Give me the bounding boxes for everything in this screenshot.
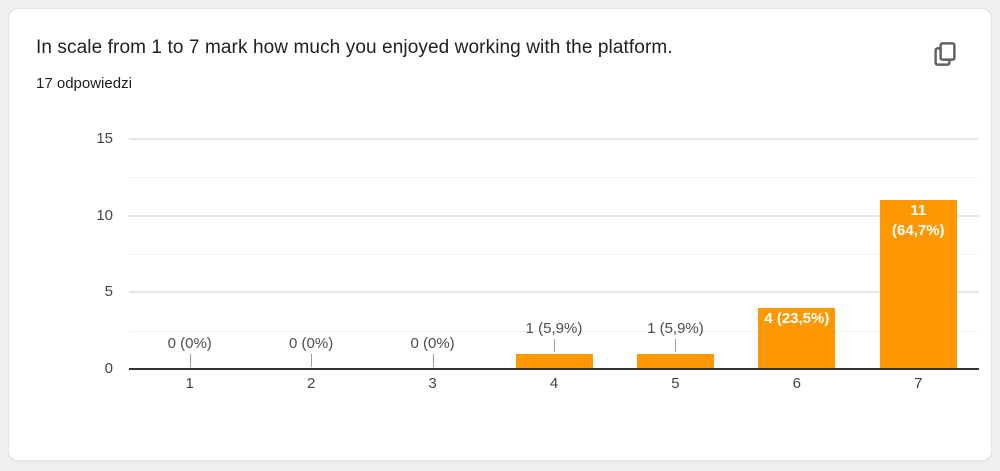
x-axis-tick-label: 2 xyxy=(306,375,316,392)
bar-value-label: 1 (5,9%) xyxy=(647,319,704,337)
x-axis-tick-label: 7 xyxy=(914,375,923,392)
annotation-stem xyxy=(189,354,191,367)
copy-icon xyxy=(934,42,956,66)
y-axis-tick-label: 0 xyxy=(104,360,113,377)
bar xyxy=(758,307,836,369)
annotation-stem xyxy=(311,354,313,367)
minor-gridline xyxy=(129,177,979,179)
bar-chart: 0 5 10 15 0 (0%) 1 0 (0%) 2 0 (0%) 3 1 (5,9%) 4 1 (5… xyxy=(9,9,993,462)
bar-value-label: 4 (23,5%) xyxy=(764,309,830,327)
annotation-stem xyxy=(432,354,434,367)
minor-gridline xyxy=(129,254,979,255)
x-axis-baseline xyxy=(129,368,979,370)
x-axis-tick-label: 5 xyxy=(671,375,680,392)
major-gridline xyxy=(129,291,979,294)
bar-value-label: 0 (0%) xyxy=(410,335,455,352)
major-gridline xyxy=(129,138,979,140)
bar-value-label: 1 (5,9%) xyxy=(525,319,583,337)
copy-button[interactable] xyxy=(928,37,962,71)
bar-value-label: 11 (64,7%) xyxy=(892,202,945,240)
responses-count: 17 odpowiedzi xyxy=(36,75,132,92)
question-summary-card: In scale from 1 to 7 mark how much you e… xyxy=(8,8,992,461)
annotation-stem xyxy=(675,338,677,352)
x-axis-tick-label: 1 xyxy=(185,375,194,392)
bar-value-label: 0 (0%) xyxy=(289,335,334,352)
y-axis-tick-label: 5 xyxy=(104,283,113,301)
bar-value-label: 0 (0%) xyxy=(167,335,212,352)
x-axis-tick-label: 3 xyxy=(428,375,437,392)
bar xyxy=(636,353,714,369)
bar xyxy=(879,200,957,369)
annotation-stem xyxy=(554,338,555,352)
x-axis-tick-label: 6 xyxy=(792,375,802,392)
bar xyxy=(515,353,593,369)
major-gridline xyxy=(129,214,979,217)
y-axis-tick-label: 10 xyxy=(96,206,113,224)
y-axis-tick-label: 15 xyxy=(96,130,113,147)
question-title: In scale from 1 to 7 mark how much you e… xyxy=(36,37,673,58)
minor-gridline xyxy=(129,330,979,332)
x-axis-tick-label: 4 xyxy=(549,375,559,392)
